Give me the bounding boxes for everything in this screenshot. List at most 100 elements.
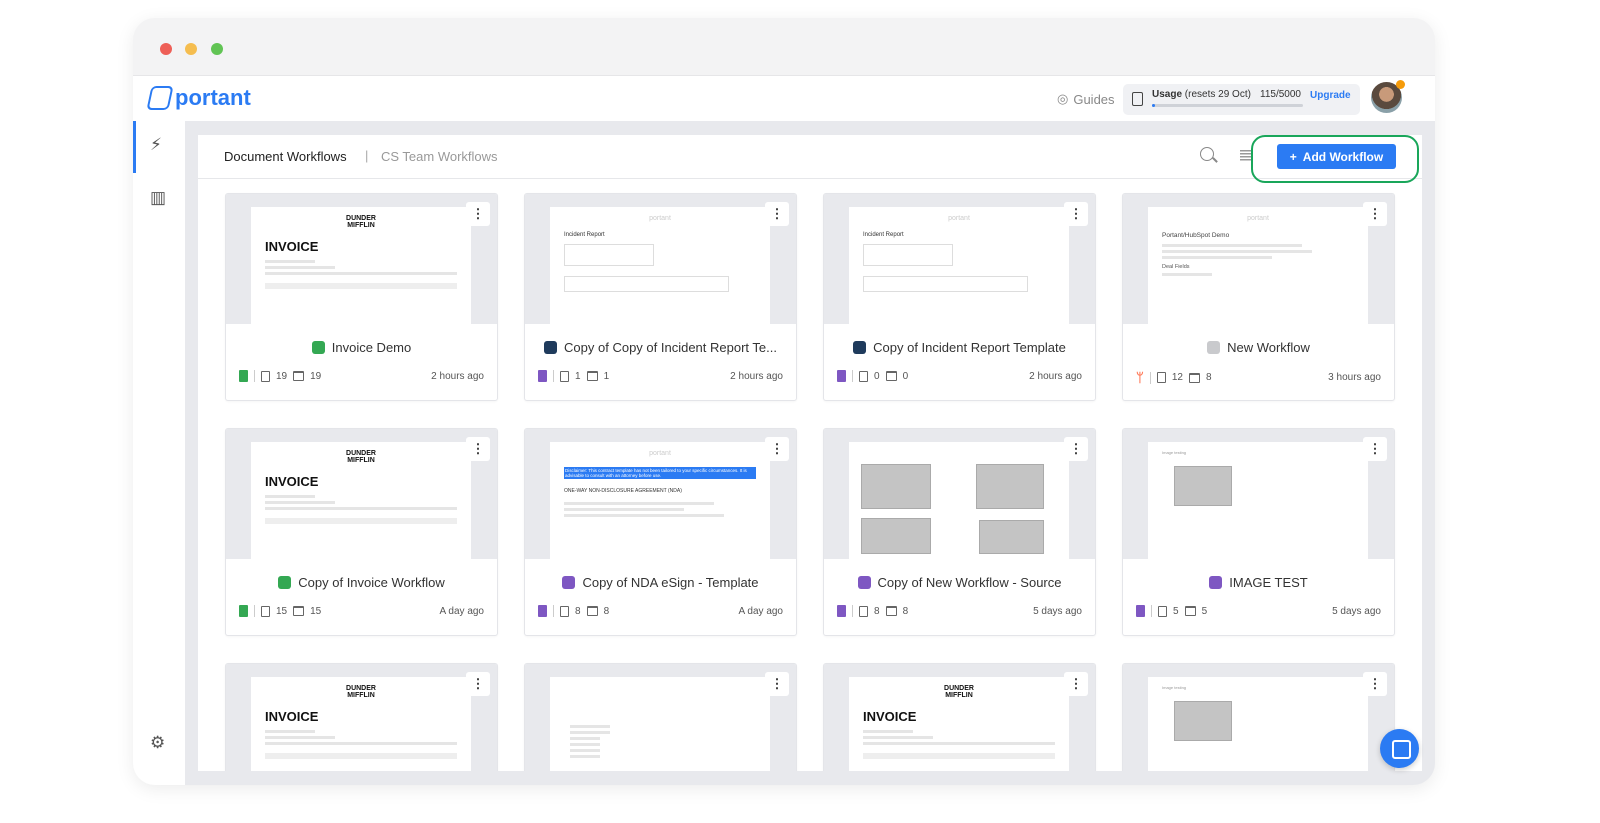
document-page-preview: DUNDER MIFFLIN INVOICE xyxy=(251,442,471,559)
workflow-card[interactable]: DUNDER MIFFLIN INVOICE ⋮ Copy of Invoice Wor… xyxy=(225,428,498,636)
forms-workflow-icon xyxy=(562,576,576,589)
workflow-meta: 1 1 2 hours ago xyxy=(538,370,783,382)
more-options-button[interactable]: ⋮ xyxy=(1064,672,1088,696)
more-options-button[interactable]: ⋮ xyxy=(1064,437,1088,461)
workflow-card[interactable]: ⋮ xyxy=(524,663,797,771)
updated-time: 2 hours ago xyxy=(1029,370,1082,382)
document-thumbnail[interactable]: ⋮ xyxy=(525,664,796,771)
title-bar xyxy=(133,18,1435,75)
document-page-preview: Image testing xyxy=(1148,442,1368,559)
portant-logo-icon xyxy=(146,86,174,110)
navy-workflow-icon xyxy=(544,341,558,354)
thumb-logo: portant xyxy=(649,215,671,222)
workflow-card[interactable]: portant Incident Report ⋮ Copy of Copy of I… xyxy=(524,193,797,401)
upgrade-link[interactable]: Upgrade xyxy=(1310,90,1351,101)
document-thumbnail[interactable]: DUNDER MIFFLIN INVOICE ⋮ xyxy=(824,664,1095,771)
search-icon[interactable] xyxy=(1200,147,1214,161)
thumb-logo: portant xyxy=(649,450,671,457)
divider xyxy=(254,605,255,617)
document-thumbnail[interactable]: portant Disclaimer: This contract templat… xyxy=(525,429,796,559)
thumb-heading: Image testing xyxy=(1162,450,1187,455)
lightning-icon[interactable]: ⚡︎ xyxy=(150,135,162,154)
browser-window: portant ◎ Guides Usage (resets 29 Oct) 11… xyxy=(133,18,1435,785)
document-thumbnail[interactable]: DUNDER MIFFLIN INVOICE ⋮ xyxy=(226,194,497,324)
main-content: Document Workflows | CS Team Workflows +… xyxy=(185,121,1435,785)
document-thumbnail[interactable]: DUNDER MIFFLIN INVOICE ⋮ xyxy=(226,664,497,771)
list-view-icon[interactable] xyxy=(1240,150,1253,162)
calendar-icon xyxy=(1184,606,1196,616)
more-options-button[interactable]: ⋮ xyxy=(1363,672,1387,696)
more-options-button[interactable]: ⋮ xyxy=(765,437,789,461)
more-options-button[interactable]: ⋮ xyxy=(466,672,490,696)
add-workflow-button[interactable]: + Add Workflow xyxy=(1277,144,1396,169)
gear-icon[interactable]: ⚙︎ xyxy=(150,733,166,752)
tab-document-workflows[interactable]: Document Workflows xyxy=(224,149,347,164)
workflow-name: Copy of Incident Report Template xyxy=(873,340,1066,355)
workflow-card[interactable]: portant Incident Report ⋮ Copy of Incident … xyxy=(823,193,1096,401)
more-options-button[interactable]: ⋮ xyxy=(466,437,490,461)
chat-widget-button[interactable] xyxy=(1380,729,1419,768)
document-page-preview: DUNDER MIFFLIN INVOICE xyxy=(849,677,1069,771)
workflow-name: Copy of Invoice Workflow xyxy=(298,575,445,590)
workflow-card[interactable]: DUNDER MIFFLIN INVOICE ⋮ xyxy=(225,663,498,771)
workflow-card[interactable]: Image testing ⋮ IMAGE TEST 5 5 5 days ago xyxy=(1122,428,1395,636)
usage-title: Usage xyxy=(1152,89,1183,100)
workflow-title[interactable]: Copy of NDA eSign - Template xyxy=(525,575,796,590)
document-thumbnail[interactable]: Image testing ⋮ xyxy=(1123,664,1394,771)
workflow-meta: ᛘ 12 8 3 hours ago xyxy=(1136,370,1381,385)
document-page-preview: portant Incident Report xyxy=(849,207,1069,324)
document-thumbnail[interactable]: portant Incident Report ⋮ xyxy=(525,194,796,324)
thumb-heading: INVOICE xyxy=(863,709,917,724)
templates-icon[interactable]: ▥ xyxy=(150,188,167,207)
more-options-button[interactable]: ⋮ xyxy=(1363,202,1387,226)
workflow-card[interactable]: Image testing ⋮ xyxy=(1122,663,1395,771)
thumb-heading: Portant/HubSpot Demo xyxy=(1162,232,1230,239)
logo-text: portant xyxy=(175,85,251,110)
more-options-button[interactable]: ⋮ xyxy=(1363,437,1387,461)
more-options-button[interactable]: ⋮ xyxy=(1064,202,1088,226)
workflow-card[interactable]: DUNDER MIFFLIN INVOICE ⋮ Invoice Demo 19 19 2 … xyxy=(225,193,498,401)
workflow-title[interactable]: Copy of New Workflow - Source xyxy=(824,575,1095,590)
document-thumbnail[interactable]: Image testing ⋮ xyxy=(1123,429,1394,559)
document-thumbnail[interactable]: portant Incident Report ⋮ xyxy=(824,194,1095,324)
more-options-button[interactable]: ⋮ xyxy=(765,202,789,226)
workflow-card[interactable]: DUNDER MIFFLIN INVOICE ⋮ xyxy=(823,663,1096,771)
minimize-window-button[interactable] xyxy=(185,43,197,55)
calendar-icon xyxy=(586,606,598,616)
document-thumbnail[interactable]: DUNDER MIFFLIN INVOICE ⋮ xyxy=(226,429,497,559)
close-window-button[interactable] xyxy=(160,43,172,55)
document-thumbnail[interactable]: portant Portant/HubSpot Demo Deal Fields ⋮ xyxy=(1123,194,1394,324)
workflow-title[interactable]: Copy of Invoice Workflow xyxy=(226,575,497,590)
guides-link[interactable]: ◎ Guides xyxy=(1057,91,1115,107)
more-options-button[interactable]: ⋮ xyxy=(466,202,490,226)
add-workflow-label: Add Workflow xyxy=(1302,149,1384,164)
workflow-card[interactable]: portant Disclaimer: This contract templat… xyxy=(524,428,797,636)
workflow-title[interactable]: Invoice Demo xyxy=(226,340,497,355)
calendar-icon xyxy=(885,606,897,616)
gray-workflow-icon xyxy=(1207,341,1221,354)
updated-time: 3 hours ago xyxy=(1328,372,1381,383)
document-thumbnail[interactable]: ⋮ xyxy=(824,429,1095,559)
updated-time: 5 days ago xyxy=(1332,605,1381,617)
workflow-card[interactable]: ⋮ Copy of New Workflow - Source 8 8 5 days … xyxy=(823,428,1096,636)
sidebar: ⚡︎ ▥ ⚙︎ xyxy=(133,121,185,785)
event-count: 8 xyxy=(1205,372,1212,383)
google-forms-icon xyxy=(837,370,846,382)
workflow-card[interactable]: portant Portant/HubSpot Demo Deal Fields ⋮ N… xyxy=(1122,193,1395,401)
guides-label: Guides xyxy=(1073,91,1115,107)
workflow-title[interactable]: Copy of Incident Report Template xyxy=(824,340,1095,355)
workflow-title[interactable]: Copy of Copy of Incident Report Te... xyxy=(525,340,796,355)
event-count: 5 xyxy=(1201,605,1208,617)
document-count-icon xyxy=(1156,372,1166,383)
thumb-heading: Image testing xyxy=(1162,685,1187,690)
thumb-logo: portant xyxy=(948,215,970,222)
thumb-heading: Incident Report xyxy=(564,232,605,238)
maximize-window-button[interactable] xyxy=(211,43,223,55)
workflow-title[interactable]: New Workflow xyxy=(1123,340,1394,355)
tab-cs-team-workflows[interactable]: CS Team Workflows xyxy=(381,149,498,164)
document-count-icon xyxy=(560,370,569,382)
portant-logo[interactable]: portant xyxy=(146,85,251,111)
updated-time: 5 days ago xyxy=(1033,605,1082,617)
more-options-button[interactable]: ⋮ xyxy=(765,672,789,696)
workflow-title[interactable]: IMAGE TEST xyxy=(1123,575,1394,590)
